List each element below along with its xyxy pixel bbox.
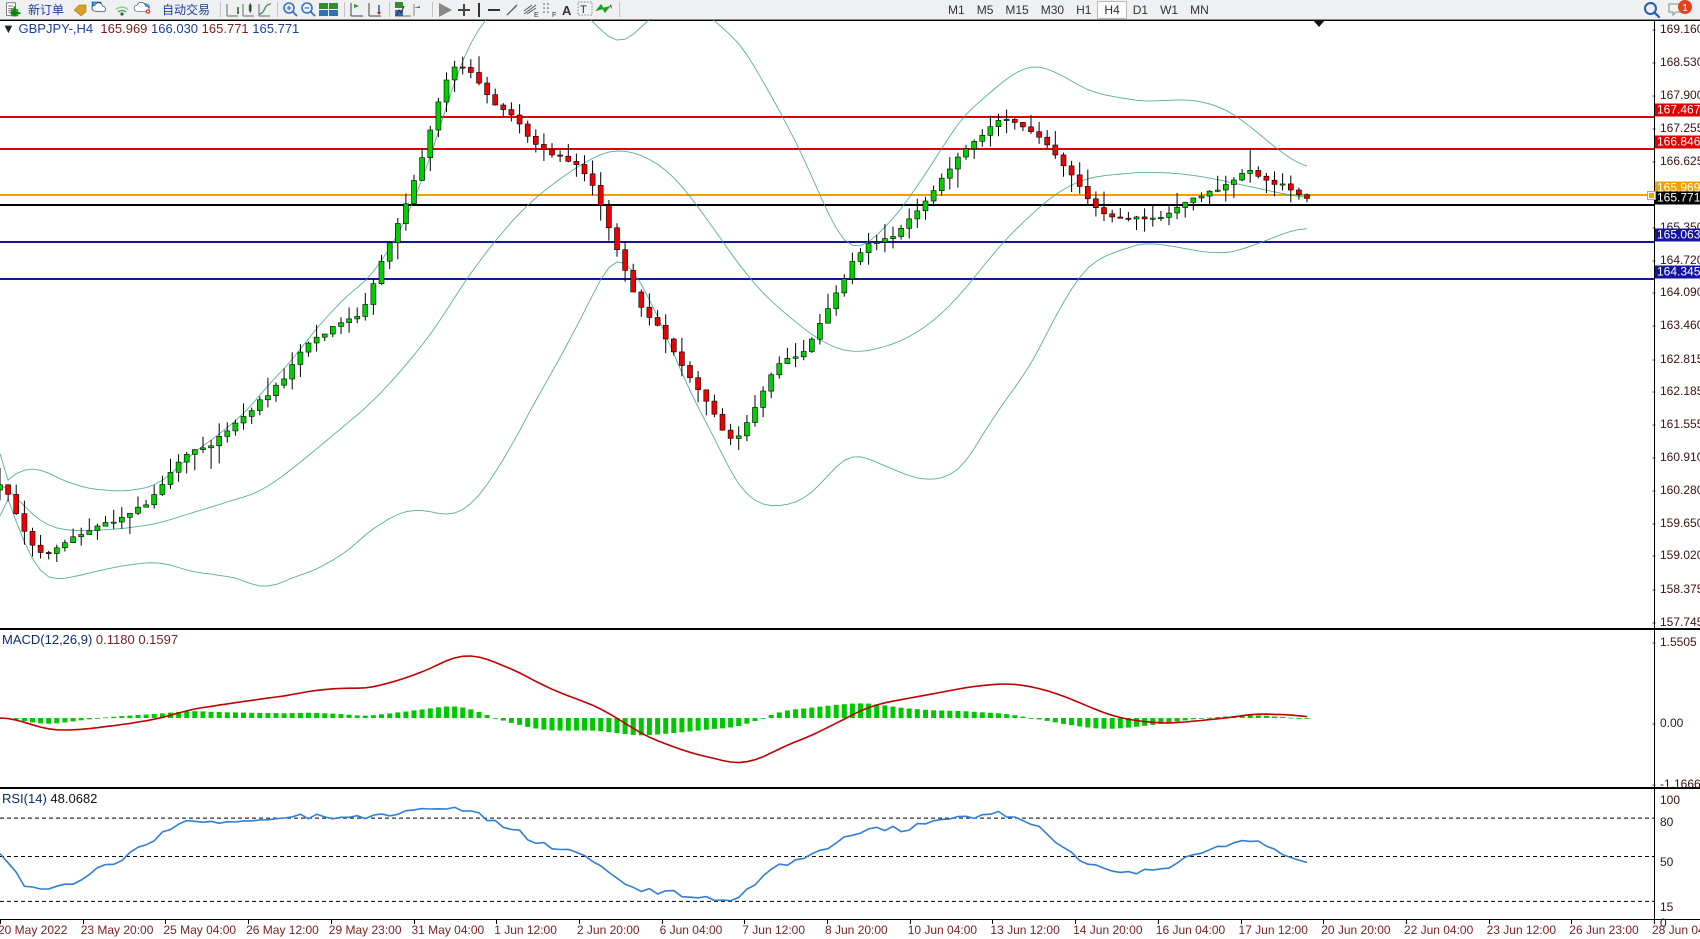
svg-text:T: T xyxy=(580,4,587,16)
svg-text:A: A xyxy=(562,3,572,18)
svg-text:F: F xyxy=(552,12,556,19)
svg-text:E: E xyxy=(534,12,539,19)
svg-text:1: 1 xyxy=(1682,3,1688,14)
